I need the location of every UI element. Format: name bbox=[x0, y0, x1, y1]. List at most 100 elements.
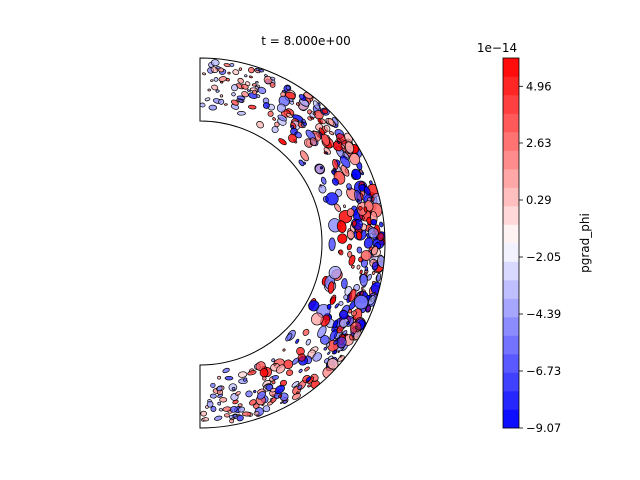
contour-blob bbox=[371, 196, 375, 202]
contour-blob bbox=[218, 98, 225, 105]
contour-blob bbox=[329, 296, 337, 305]
contour-blob bbox=[209, 393, 217, 399]
contour-blob bbox=[271, 380, 276, 385]
contour-blob bbox=[331, 169, 336, 175]
contour-blob bbox=[256, 94, 261, 98]
contour-blob bbox=[346, 183, 352, 191]
contour-blob bbox=[340, 144, 345, 149]
contour-blob bbox=[219, 94, 224, 98]
contour-blob bbox=[290, 124, 295, 129]
contour-blob bbox=[356, 264, 361, 270]
shell-outline bbox=[199, 57, 386, 429]
contour-blob bbox=[278, 138, 287, 146]
colorbar-tick-label: 0.29 bbox=[526, 193, 552, 207]
contour-blob bbox=[360, 250, 372, 261]
contour-blob bbox=[312, 352, 322, 362]
colorbar-band bbox=[503, 409, 519, 429]
colorbar-band bbox=[503, 317, 519, 336]
contour-blob bbox=[344, 141, 355, 154]
contour-blob bbox=[303, 161, 307, 165]
colorbar-ticks: 4.96 2.63 0.29 −2.05 −4.39 −6.73 −9.07 bbox=[519, 79, 561, 435]
contour-blob bbox=[282, 348, 286, 352]
contour-blob bbox=[294, 131, 302, 139]
contour-blob bbox=[256, 120, 264, 129]
contour-blob bbox=[325, 192, 339, 206]
contour-blob bbox=[262, 102, 270, 109]
contour-blob bbox=[379, 221, 384, 228]
contour-blob bbox=[202, 417, 210, 422]
contour-blob bbox=[341, 278, 348, 289]
contour-blob bbox=[232, 399, 239, 405]
contour-blob bbox=[337, 355, 345, 362]
contour-blob bbox=[237, 77, 244, 84]
contour-blob bbox=[251, 83, 257, 87]
contour-blob bbox=[295, 391, 299, 395]
contour-blob bbox=[207, 88, 211, 92]
contour-blob bbox=[231, 84, 239, 92]
contour-blob bbox=[354, 190, 362, 204]
contour-blob bbox=[224, 103, 228, 106]
colorbar-band bbox=[503, 187, 519, 207]
contour-blob bbox=[307, 109, 312, 115]
contour-blob bbox=[291, 381, 300, 388]
colorbar-band bbox=[503, 58, 519, 77]
contour-blob bbox=[274, 385, 285, 394]
contour-blob bbox=[271, 126, 279, 134]
contour-blob bbox=[338, 300, 344, 306]
contour-blob bbox=[323, 347, 328, 351]
contour-blob bbox=[217, 401, 222, 406]
contour-blob bbox=[256, 391, 266, 400]
contour-blob bbox=[331, 177, 339, 186]
contour-blob bbox=[358, 205, 363, 211]
contour-blob bbox=[236, 95, 246, 101]
shell-background bbox=[200, 58, 385, 428]
contour-blob bbox=[273, 363, 277, 366]
contour-blob bbox=[343, 294, 349, 300]
contour-blob bbox=[371, 270, 376, 275]
contour-blob bbox=[299, 150, 309, 162]
colorbar-band bbox=[503, 298, 519, 318]
contour-blob bbox=[356, 230, 363, 241]
contour-blob bbox=[210, 79, 214, 82]
contour-blob bbox=[351, 310, 357, 317]
contour-blob bbox=[359, 169, 364, 174]
contour-blob bbox=[302, 328, 310, 336]
colorbar-tick-label: 2.63 bbox=[526, 136, 552, 150]
contour-blob bbox=[371, 261, 379, 271]
contour-blob bbox=[270, 387, 277, 393]
contour-blob bbox=[359, 269, 363, 275]
contour-blob bbox=[310, 312, 324, 326]
contour-blob bbox=[348, 288, 357, 302]
contour-blob bbox=[280, 379, 287, 387]
colorbar-band bbox=[503, 224, 519, 244]
contour-blob bbox=[286, 112, 293, 119]
contour-blob bbox=[329, 329, 338, 341]
colorbar-band bbox=[503, 113, 519, 133]
colorbar-multiplier: 1e−14 bbox=[477, 41, 517, 55]
contour-blob bbox=[238, 406, 245, 413]
contour-blob bbox=[305, 376, 312, 382]
contour-blob bbox=[340, 165, 350, 177]
contour-blob bbox=[217, 393, 223, 398]
contour-blob bbox=[337, 141, 340, 145]
colorbar-bands bbox=[503, 58, 519, 429]
contour-blob bbox=[319, 118, 326, 125]
contour-blob bbox=[200, 410, 207, 417]
contour-blob bbox=[319, 335, 330, 345]
contour-blob bbox=[211, 84, 219, 91]
contour-blob bbox=[363, 237, 374, 249]
contour-blob bbox=[261, 403, 265, 407]
contour-blob bbox=[279, 401, 284, 404]
contour-blob bbox=[371, 246, 379, 256]
contour-blob bbox=[248, 75, 253, 79]
contour-blob bbox=[247, 104, 257, 110]
contour-blob bbox=[347, 251, 353, 258]
contour-blob bbox=[285, 91, 296, 100]
contour-blob bbox=[367, 227, 379, 239]
contour-blob bbox=[242, 377, 248, 382]
contour-blob bbox=[346, 321, 350, 325]
contour-blob bbox=[235, 391, 241, 396]
contour-blob bbox=[262, 405, 271, 413]
colorbar-band bbox=[503, 335, 519, 355]
contour-blob bbox=[351, 264, 355, 269]
